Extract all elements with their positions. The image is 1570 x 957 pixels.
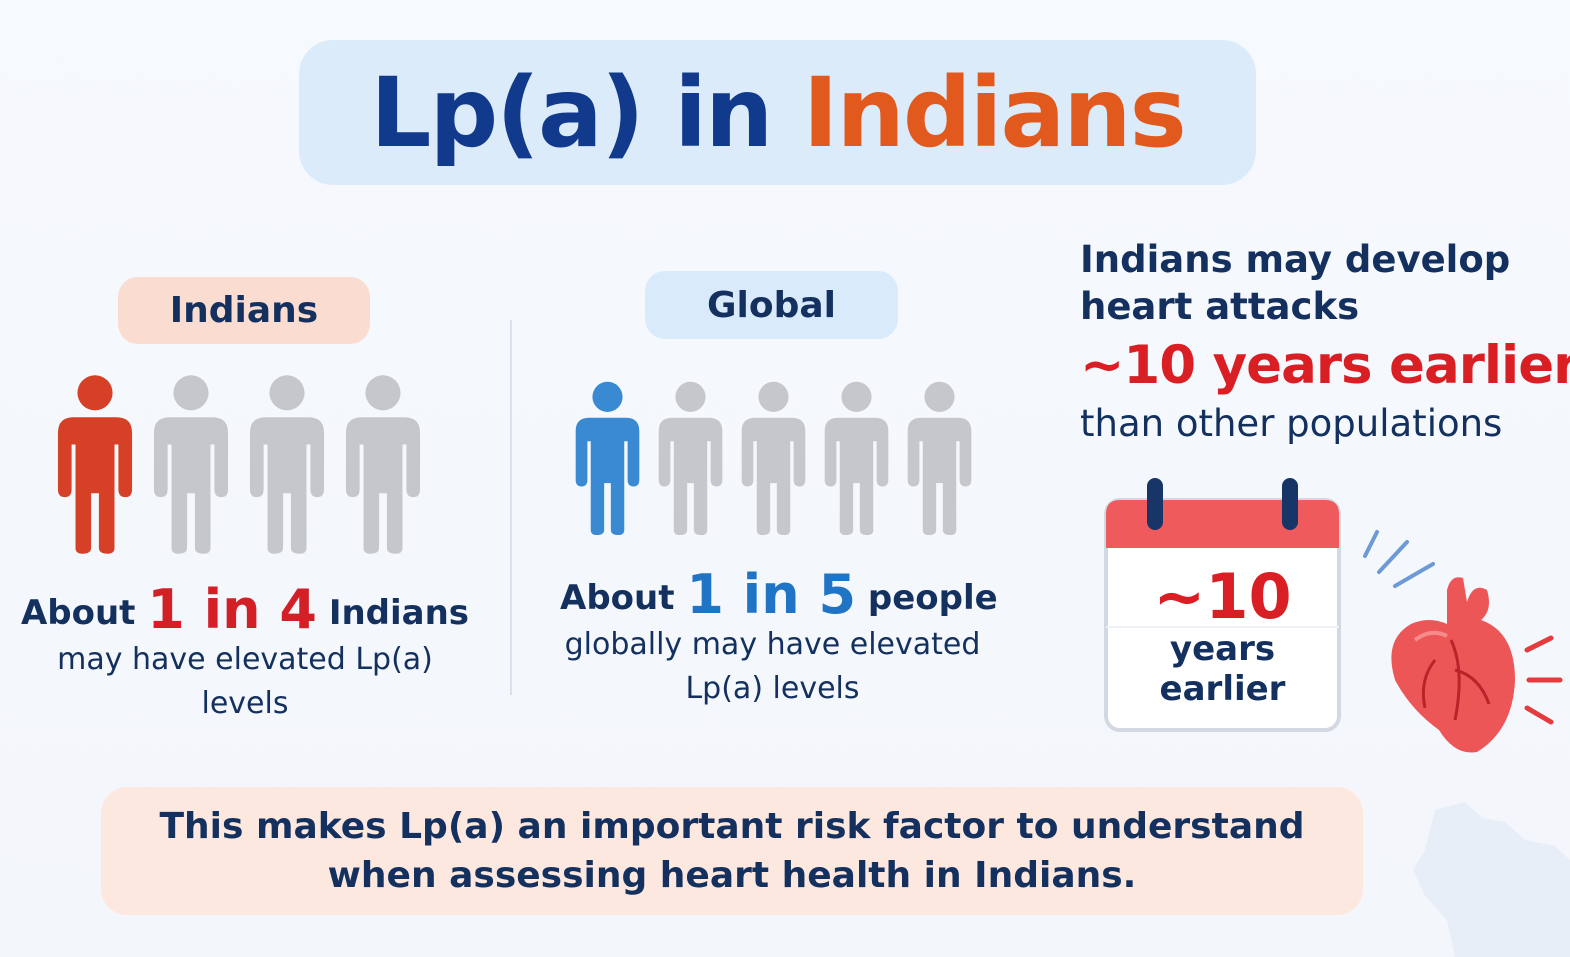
indians-person-icon bbox=[249, 375, 325, 554]
global-person-icon bbox=[907, 381, 972, 536]
bottom-line2: when assessing heart health in Indians. bbox=[327, 855, 1137, 896]
heart-icon bbox=[1363, 530, 1563, 753]
calendar-line3: earlier bbox=[1159, 669, 1286, 709]
title-part-2: Indians bbox=[802, 56, 1187, 169]
risk-statement: Indians may develop heart attacks ~10 ye… bbox=[1080, 236, 1570, 446]
column-divider bbox=[510, 320, 512, 695]
global-about: About bbox=[560, 578, 675, 618]
bottom-note: This makes Lp(a) an important risk facto… bbox=[101, 787, 1363, 915]
indians-subject: Indians bbox=[328, 593, 470, 633]
indians-highlighted-person-icon bbox=[57, 375, 133, 554]
indians-people-group bbox=[56, 372, 422, 556]
risk-line4: than other populations bbox=[1080, 402, 1503, 445]
global-person-icon bbox=[658, 381, 723, 536]
risk-line2: heart attacks bbox=[1080, 285, 1360, 328]
calendar-icon bbox=[1104, 478, 1341, 732]
title-banner: Lp(a) in Indians bbox=[299, 40, 1256, 185]
indians-person-icon bbox=[153, 375, 229, 554]
calendar-value: ~10 bbox=[1153, 560, 1292, 633]
global-caption-line3: Lp(a) levels bbox=[685, 671, 860, 706]
indians-person-icon bbox=[345, 375, 421, 554]
indians-caption-line2: may have elevated Lp(a) levels bbox=[57, 642, 433, 721]
global-highlighted-person-icon bbox=[575, 381, 640, 536]
indians-caption: About 1 in 4 Indians may have elevated L… bbox=[10, 583, 480, 726]
global-person-icon bbox=[741, 381, 806, 536]
risk-line1: Indians may develop bbox=[1080, 238, 1511, 281]
global-caption: About 1 in 5 people globally may have el… bbox=[560, 568, 998, 711]
india-map-icon bbox=[1413, 802, 1570, 957]
global-people-group bbox=[574, 378, 973, 538]
indians-label: Indians bbox=[118, 277, 370, 344]
risk-highlight: ~10 years earlier bbox=[1080, 335, 1570, 396]
global-person-icon bbox=[824, 381, 889, 536]
title-part-1: Lp(a) in bbox=[370, 56, 773, 169]
global-subject: people bbox=[867, 578, 998, 618]
global-label: Global bbox=[645, 271, 898, 339]
indians-about: About bbox=[20, 593, 136, 633]
global-ratio: 1 in 5 bbox=[686, 563, 857, 626]
bottom-line1: This makes Lp(a) an important risk facto… bbox=[159, 806, 1305, 847]
calendar-line2: years bbox=[1169, 629, 1276, 669]
global-caption-line2: globally may have elevated bbox=[564, 627, 981, 662]
indians-ratio: 1 in 4 bbox=[147, 578, 317, 641]
calendar-label: ~10 years earlier bbox=[1104, 560, 1341, 710]
page-title: Lp(a) in Indians bbox=[370, 65, 1186, 161]
